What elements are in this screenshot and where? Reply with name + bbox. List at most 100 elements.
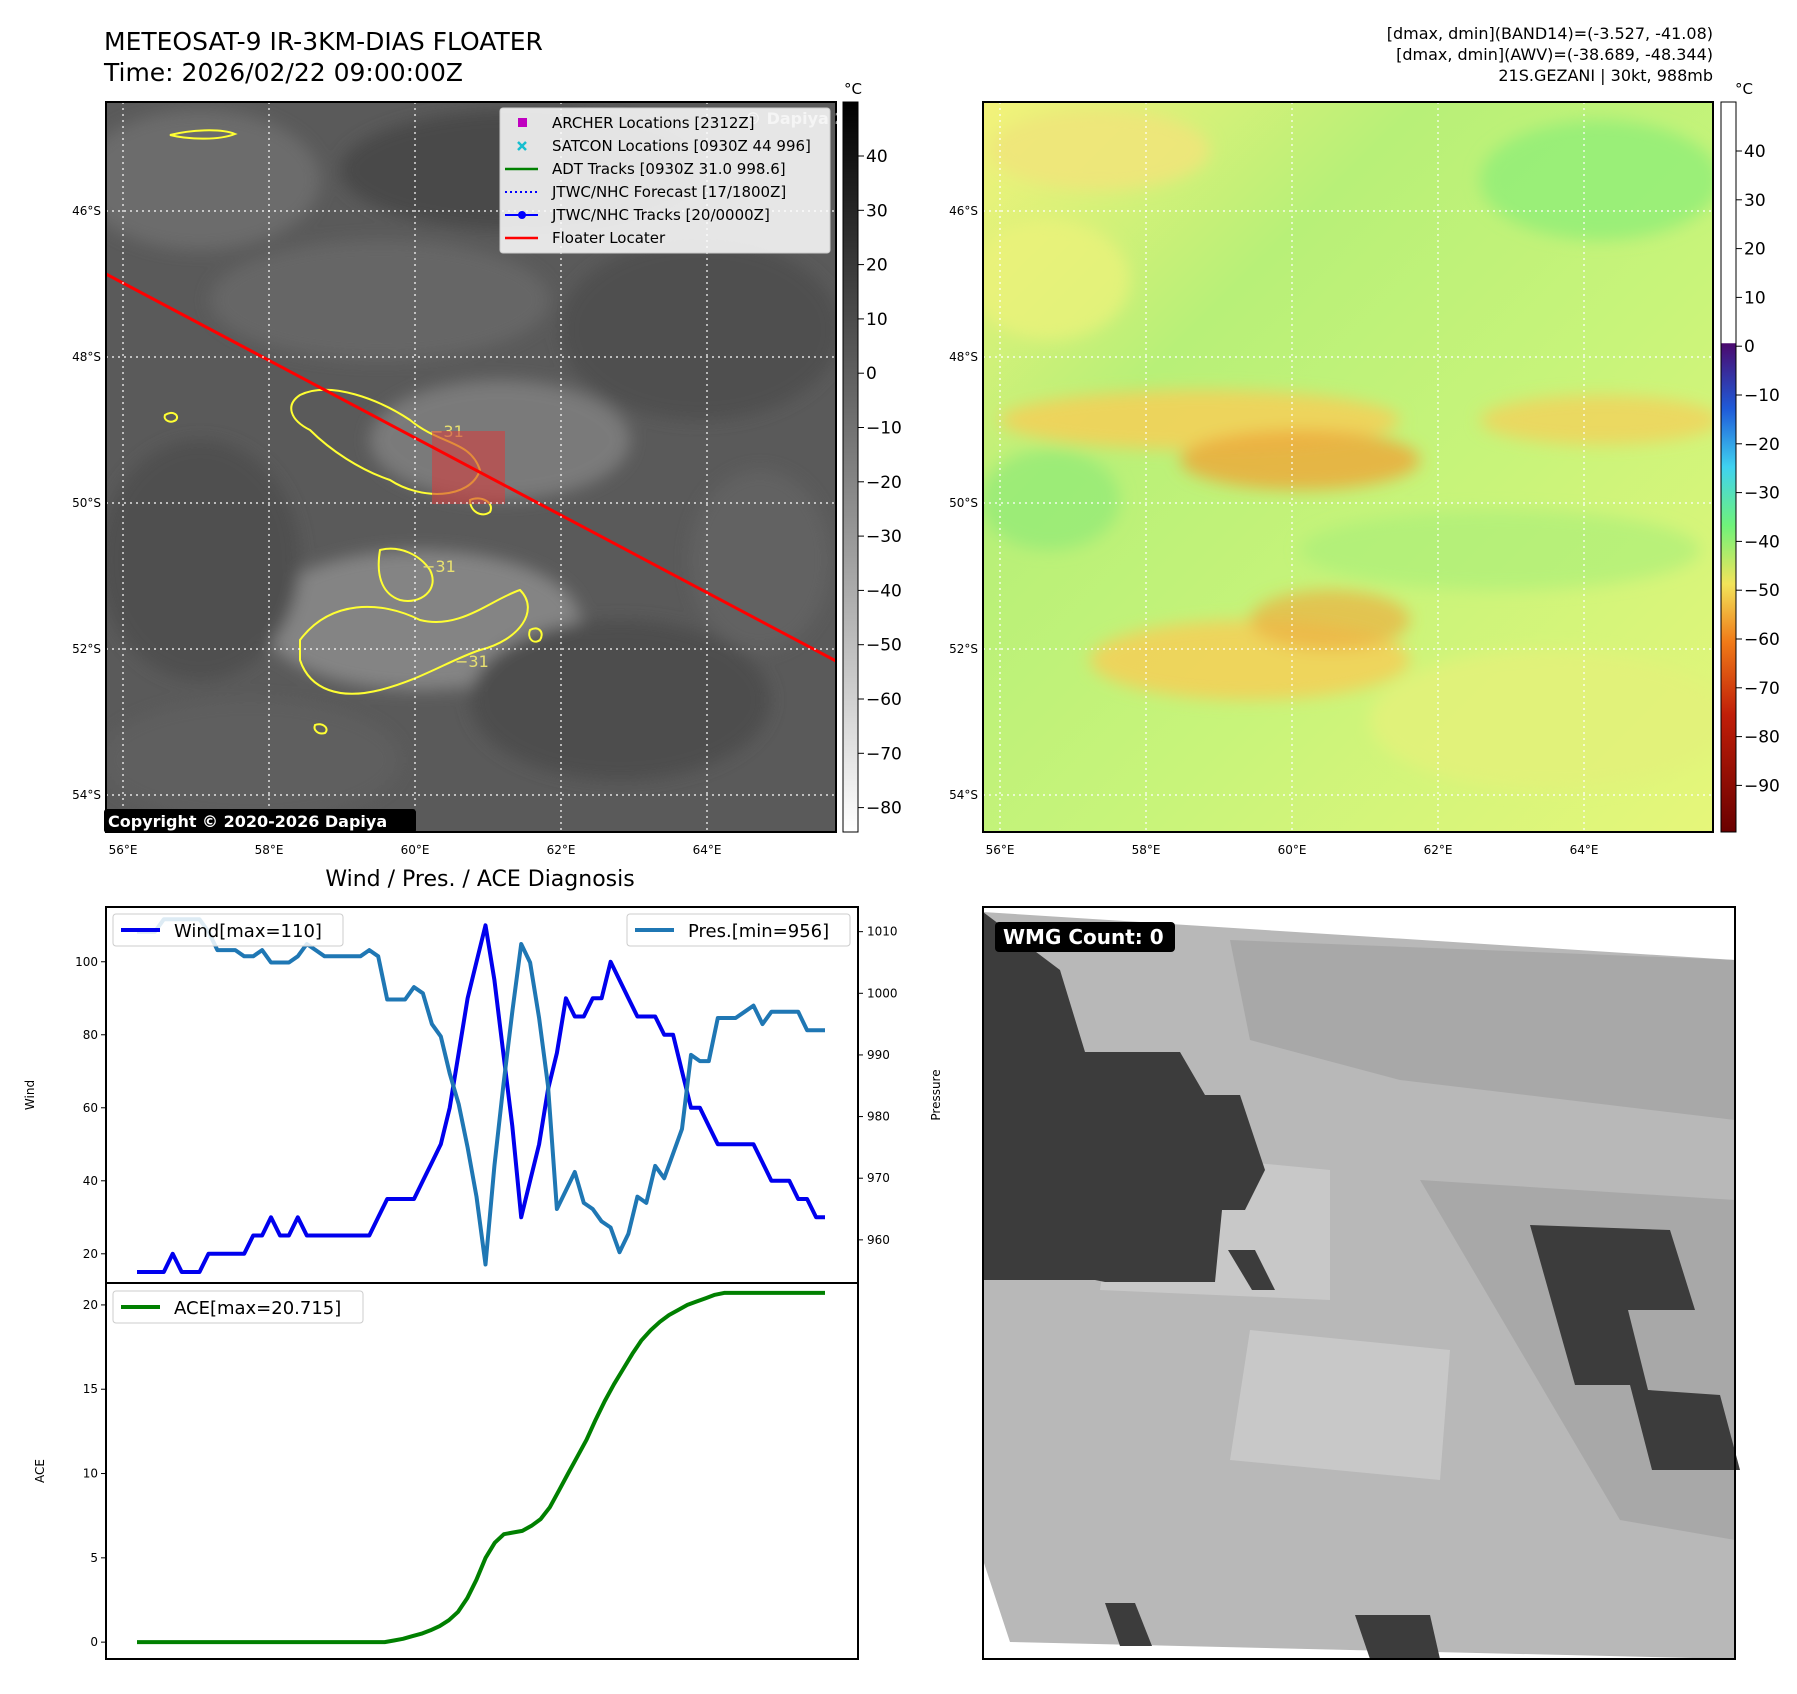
ir-legend-label: JTWC/NHC Forecast [17/1800Z] bbox=[551, 183, 786, 201]
awv-lat-tick-3: 52°S bbox=[949, 642, 978, 656]
ir-map: −31 −31 −31 © Dapiya 2026 ARCHER Loc bbox=[72, 101, 879, 857]
ir-colorbar-tick-label: 0 bbox=[866, 364, 877, 384]
ir-lon-tick-1: 58°E bbox=[255, 843, 284, 857]
awv-colorbar: °C 40 30 20 10 0 −10 −20 −30 −40 −50 −60 −70 −80 −90 bbox=[1720, 80, 1780, 833]
awv-lat-tick-1: 48°S bbox=[949, 350, 978, 364]
ir-legend: ARCHER Locations [2312Z] SATCON Locations… bbox=[499, 107, 831, 254]
ace-ytick-label: 0 bbox=[90, 1635, 98, 1649]
awv-colorbar-unit: °C bbox=[1735, 80, 1753, 98]
ir-colorbar: °C 40 30 20 10 0 −10 −20 −30 −40 −50 −60 −70 −80 bbox=[842, 80, 902, 833]
legend-x-marker bbox=[517, 141, 527, 151]
awv-lon-tick-1: 58°E bbox=[1132, 843, 1161, 857]
ir-colorbar-tick-label: −70 bbox=[866, 744, 902, 764]
awv-colorbar-tick-label: −80 bbox=[1744, 728, 1780, 748]
figure-title: METEOSAT-9 IR-3KM-DIAS FLOATER bbox=[104, 27, 543, 56]
ir-colorbar-tick-label: −40 bbox=[866, 581, 902, 601]
ace-ylabel: ACE bbox=[33, 1459, 47, 1483]
ir-lat-tick-1: 48°S bbox=[72, 350, 101, 364]
ir-lat-ticks: 46°S 48°S 50°S 52°S 54°S bbox=[72, 204, 101, 802]
awv-colorbar-tick-label: 20 bbox=[1744, 240, 1766, 260]
ir-legend-label: ADT Tracks [0930Z 31.0 998.6] bbox=[552, 160, 786, 178]
awv-colorbar-tick-label: −30 bbox=[1744, 484, 1780, 504]
ir-colorbar-unit: °C bbox=[844, 80, 862, 98]
ir-colorbar-tick-label: 30 bbox=[866, 201, 888, 221]
pressure-legend-label: Pres.[min=956] bbox=[688, 921, 829, 942]
ace-ytick-label: 20 bbox=[83, 1298, 98, 1312]
diagnosis-title: Wind / Pres. / ACE Diagnosis bbox=[325, 867, 634, 892]
awv-lon-ticks: 56°E 58°E 60°E 62°E 64°E bbox=[986, 843, 1599, 857]
ir-lon-tick-4: 64°E bbox=[693, 843, 722, 857]
ir-legend-item: JTWC/NHC Forecast [17/1800Z] bbox=[505, 183, 786, 201]
ir-colorbar-tick-label: −30 bbox=[866, 527, 902, 547]
awv-colorbar-tick-label: −20 bbox=[1744, 435, 1780, 455]
figure-time: Time: 2026/02/22 09:00:00Z bbox=[103, 58, 463, 87]
floater-locater-line bbox=[106, 272, 836, 663]
ace-chart: 0 5 10 15 20 ACE ACE[max=20.715] bbox=[33, 1282, 859, 1660]
ir-lat-tick-3: 52°S bbox=[72, 642, 101, 656]
ir-legend-item: ADT Tracks [0930Z 31.0 998.6] bbox=[505, 160, 786, 178]
ir-colorbar-tick-label: −80 bbox=[866, 799, 902, 819]
awv-lon-tick-4: 64°E bbox=[1570, 843, 1599, 857]
ir-lon-tick-2: 60°E bbox=[401, 843, 430, 857]
wind-ytick-label: 100 bbox=[75, 955, 98, 969]
awv-lat-tick-4: 54°S bbox=[949, 788, 978, 802]
ace-legend: ACE[max=20.715] bbox=[112, 1290, 364, 1324]
wind-pressure-chart: 20 40 60 80 100 960 970 980 990 1000 1010 Wind Pre… bbox=[23, 906, 943, 1284]
awv-colorbar-tick-label: −10 bbox=[1744, 386, 1780, 406]
awv-colorbar-tick-label: 0 bbox=[1744, 337, 1755, 357]
awv-colorbar-tick-label: −90 bbox=[1744, 776, 1780, 796]
ir-lat-tick-0: 46°S bbox=[72, 204, 101, 218]
ir-lat-tick-4: 54°S bbox=[72, 788, 101, 802]
awv-lon-tick-0: 56°E bbox=[986, 843, 1015, 857]
ir-legend-item: SATCON Locations [0930Z 44 996] bbox=[517, 137, 811, 155]
contour-label-3: −31 bbox=[455, 652, 489, 671]
wmg-panel: WMG Count: 0 bbox=[982, 906, 1740, 1660]
pressure-ytick-label: 1010 bbox=[867, 925, 898, 939]
pressure-ytick-label: 1000 bbox=[867, 986, 898, 1000]
awv-lon-tick-2: 60°E bbox=[1278, 843, 1307, 857]
ace-ytick-label: 10 bbox=[83, 1467, 98, 1481]
wind-legend: Wind[max=110] bbox=[112, 913, 344, 947]
copyright: Copyright © 2020-2026 Dapiya bbox=[108, 812, 387, 831]
ir-lon-ticks: 56°E 58°E 60°E 62°E 64°E bbox=[109, 843, 722, 857]
awv-colorbar-tick-label: 30 bbox=[1744, 191, 1766, 211]
awv-lon-tick-3: 62°E bbox=[1424, 843, 1453, 857]
awv-lat-ticks: 46°S 48°S 50°S 52°S 54°S bbox=[949, 204, 978, 802]
ir-legend-item: Floater Locater bbox=[505, 229, 666, 247]
wind-ytick-label: 40 bbox=[83, 1174, 98, 1188]
wind-ylabel: Wind bbox=[23, 1080, 37, 1110]
ir-legend-item: ARCHER Locations [2312Z] bbox=[518, 114, 755, 132]
ir-colorbar-tick-label: 20 bbox=[866, 256, 888, 276]
ir-colorbar-tick-label: −50 bbox=[866, 636, 902, 656]
wmg-count-label: WMG Count: 0 bbox=[1003, 925, 1164, 949]
wind-ytick-label: 60 bbox=[83, 1101, 98, 1115]
ir-lat-tick-2: 50°S bbox=[72, 496, 101, 510]
ir-colorbar-tick-label: 10 bbox=[866, 310, 888, 330]
awv-colorbar-tick-label: 40 bbox=[1744, 142, 1766, 162]
ir-colorbar-tick-label: −60 bbox=[866, 690, 902, 710]
ir-colorbar-tick-label: −20 bbox=[866, 473, 902, 493]
wind-ytick-label: 20 bbox=[83, 1247, 98, 1261]
legend-square-marker bbox=[518, 118, 527, 127]
wind-ytick-label: 80 bbox=[83, 1028, 98, 1042]
awv-colorbar-tick-label: −40 bbox=[1744, 532, 1780, 552]
ir-legend-label: SATCON Locations [0930Z 44 996] bbox=[552, 137, 811, 155]
pressure-ytick-label: 970 bbox=[867, 1171, 890, 1185]
awv-lat-tick-0: 46°S bbox=[949, 204, 978, 218]
contour-label-2: −31 bbox=[422, 557, 456, 576]
ir-colorbar-tick-label: 40 bbox=[866, 147, 888, 167]
awv-colorbar-tick-label: −70 bbox=[1744, 679, 1780, 699]
ir-lon-tick-0: 56°E bbox=[109, 843, 138, 857]
pressure-line bbox=[137, 917, 825, 1267]
pressure-ytick-label: 990 bbox=[867, 1048, 890, 1062]
pressure-ylabel: Pressure bbox=[929, 1069, 943, 1120]
ir-legend-label: Floater Locater bbox=[552, 229, 666, 247]
wind-legend-label: Wind[max=110] bbox=[174, 921, 322, 942]
stats-awv: [dmax, dmin](AWV)=(-38.689, -48.344) bbox=[1396, 45, 1713, 64]
storm-info: 21S.GEZANI | 30kt, 988mb bbox=[1498, 66, 1713, 85]
pressure-ytick-label: 960 bbox=[867, 1233, 890, 1247]
ir-legend-label: ARCHER Locations [2312Z] bbox=[552, 114, 755, 132]
legend-dot-marker bbox=[518, 211, 526, 219]
